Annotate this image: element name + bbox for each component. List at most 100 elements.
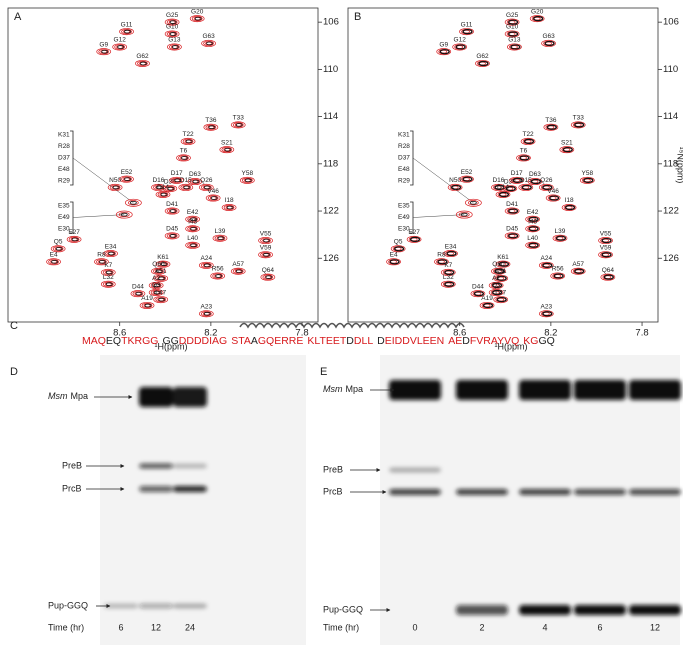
residue-run: A bbox=[251, 335, 258, 347]
peak bbox=[570, 267, 586, 275]
peak-label: D15 bbox=[520, 177, 532, 184]
peak bbox=[198, 261, 214, 269]
peak-label: R28 bbox=[398, 143, 410, 150]
peak-contour bbox=[219, 146, 235, 154]
band-label: Pup-GGQ bbox=[323, 604, 363, 614]
peak-contour-ref bbox=[439, 49, 450, 55]
peak-contour-ref bbox=[203, 311, 211, 316]
peak-contour bbox=[502, 185, 518, 193]
panel-letter: D bbox=[10, 366, 18, 378]
peak-contour-ref bbox=[473, 291, 485, 297]
peak-label: Q60 bbox=[152, 261, 165, 268]
peak-label: G12 bbox=[114, 37, 127, 44]
peak bbox=[434, 258, 449, 266]
peak-contour-ref bbox=[265, 275, 273, 279]
peak-contour bbox=[529, 227, 536, 231]
peak bbox=[488, 288, 504, 296]
peak-contour bbox=[166, 233, 178, 239]
peak-label: G63 bbox=[202, 33, 215, 40]
peak-contour bbox=[516, 154, 531, 162]
peak bbox=[440, 280, 456, 288]
peak bbox=[600, 273, 616, 281]
peak bbox=[180, 137, 196, 145]
peak-contour bbox=[493, 274, 509, 282]
peak-contour bbox=[509, 176, 525, 184]
peak-contour bbox=[50, 245, 66, 253]
peak-contour bbox=[198, 183, 214, 191]
protein: Mpa bbox=[71, 391, 89, 401]
peak bbox=[148, 281, 164, 289]
lane-label: 12 bbox=[650, 622, 660, 632]
gel-band bbox=[456, 605, 508, 615]
peak-contour bbox=[475, 59, 490, 67]
peak-contour bbox=[390, 260, 397, 264]
y-tick-label: 122 bbox=[663, 206, 679, 217]
peak-contour-ref bbox=[494, 184, 505, 191]
peak-contour bbox=[545, 41, 552, 46]
peak-label: T6 bbox=[180, 148, 188, 155]
peak bbox=[185, 241, 200, 249]
peak-contour bbox=[221, 147, 233, 153]
x-axis-label: ¹H(ppm) bbox=[495, 341, 528, 351]
peak-contour bbox=[166, 31, 178, 37]
lane-label: 0 bbox=[412, 622, 417, 632]
peak-contour-ref bbox=[158, 276, 166, 281]
peak-contour bbox=[191, 16, 203, 22]
peak-label: L40 bbox=[527, 235, 538, 242]
peak-label: L32 bbox=[443, 274, 454, 281]
peak bbox=[440, 268, 456, 276]
peak-label: T22 bbox=[182, 131, 194, 138]
peak-contour bbox=[109, 184, 121, 191]
residue-run: GQ bbox=[538, 335, 554, 347]
peak-contour-ref bbox=[51, 259, 58, 264]
peak bbox=[561, 203, 577, 211]
peak-contour bbox=[570, 267, 586, 275]
peak bbox=[579, 176, 595, 184]
peak-contour-ref bbox=[478, 60, 489, 67]
y-tick-label: 110 bbox=[663, 64, 678, 75]
peak bbox=[107, 183, 123, 191]
gel-band bbox=[389, 380, 441, 400]
gel-band bbox=[389, 489, 441, 495]
peak bbox=[135, 59, 150, 67]
peak bbox=[176, 154, 191, 162]
peak-label: D17 bbox=[511, 170, 523, 177]
residue-run: KLTEET bbox=[307, 335, 346, 347]
peak-label: T36 bbox=[545, 117, 557, 124]
peak bbox=[598, 251, 613, 259]
peak bbox=[219, 146, 235, 154]
gel-band bbox=[629, 605, 681, 615]
peak bbox=[230, 267, 246, 275]
peak bbox=[115, 210, 133, 219]
peak-contour bbox=[545, 194, 561, 202]
peak bbox=[447, 183, 463, 191]
peak-contour bbox=[164, 186, 176, 192]
peak bbox=[470, 290, 486, 298]
peak-contour-ref bbox=[190, 243, 198, 248]
residue-run: FVRAYVQ bbox=[470, 335, 519, 347]
peak bbox=[525, 225, 540, 233]
peak-contour-ref bbox=[555, 235, 567, 241]
peak-contour bbox=[504, 232, 520, 240]
time-label: Time (hr) bbox=[323, 622, 359, 632]
peak bbox=[148, 288, 164, 296]
peak-label: Q60 bbox=[492, 261, 505, 268]
peak-contour-ref bbox=[410, 236, 421, 242]
peak-contour bbox=[543, 123, 559, 131]
peak-contour bbox=[463, 177, 470, 181]
peak-contour bbox=[185, 215, 200, 223]
sequence: MAQEQTKRGG GGDDDDIAG STAAGQERRE KLTEETDDLL D… bbox=[82, 335, 555, 347]
gel-band bbox=[173, 486, 207, 492]
y-tick-label: 110 bbox=[323, 64, 338, 75]
peak-contour bbox=[155, 296, 167, 303]
peak-contour bbox=[169, 44, 180, 50]
peak-contour-ref bbox=[117, 45, 125, 49]
peak-contour bbox=[533, 16, 541, 21]
peak bbox=[386, 258, 401, 266]
peak bbox=[139, 301, 155, 309]
peak-contour bbox=[102, 269, 114, 276]
peak-contour bbox=[434, 258, 449, 266]
peak-contour bbox=[153, 268, 164, 274]
peak-contour bbox=[96, 259, 107, 265]
peak bbox=[167, 43, 182, 51]
